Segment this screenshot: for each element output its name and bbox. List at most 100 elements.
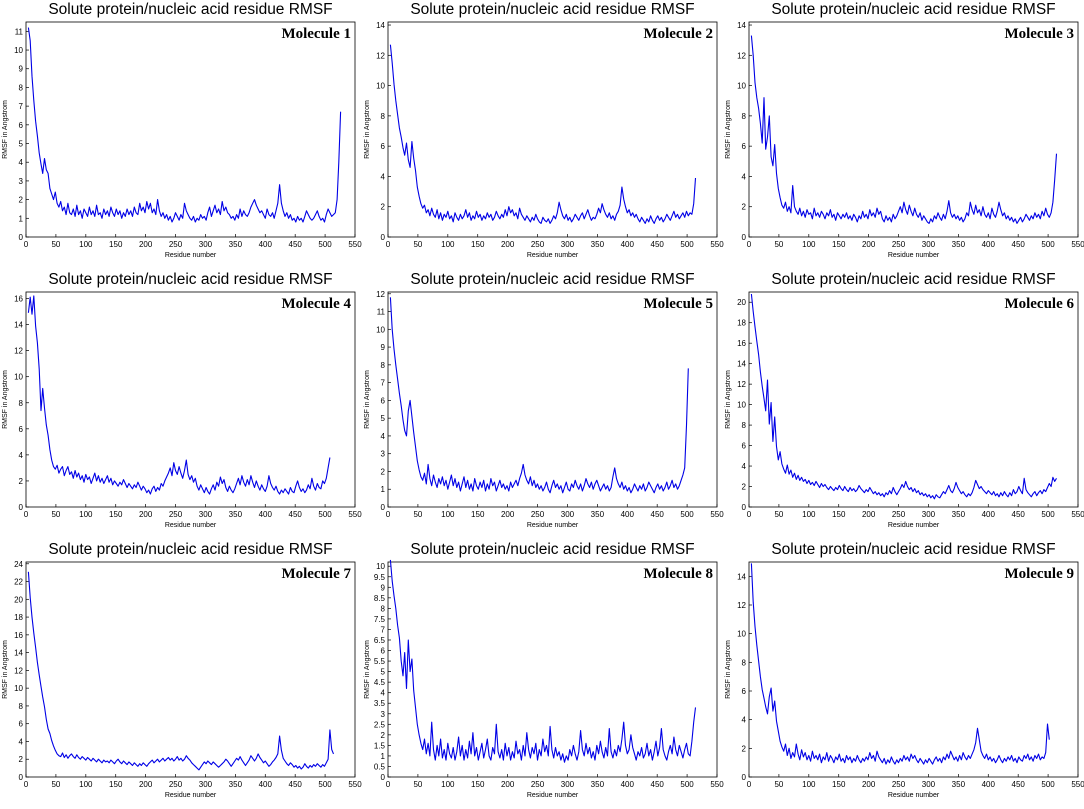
y-tick-label: 4 [742,172,747,181]
x-tick-label: 50 [774,240,783,249]
x-tick-label: 150 [832,510,846,519]
y-tick-label: 4 [742,716,747,725]
x-tick-label: 550 [1071,780,1084,789]
y-tick-label: 10 [376,562,385,571]
chart-title: Solute protein/nucleic acid residue RMSF [410,541,694,558]
y-tick-label: 6 [381,647,386,656]
x-tick-label: 0 [386,240,391,249]
plot-frame [25,291,356,508]
x-tick-label: 0 [386,510,391,519]
y-tick-label: 4 [19,451,24,460]
x-tick-label: 550 [1071,240,1084,249]
y-tick-label: 0 [742,233,747,242]
y-tick-label: 6 [742,142,747,151]
plot-frame [748,291,1079,508]
x-tick-label: 350 [591,240,605,249]
x-tick-label: 100 [802,780,816,789]
y-tick-label: 8 [381,112,386,121]
molecule-label: Molecule 6 [1004,296,1074,312]
x-tick-label: 250 [169,240,183,249]
x-tick-label: 350 [952,240,966,249]
x-tick-label: 0 [24,510,29,519]
x-tick-label: 150 [832,240,846,249]
y-tick-label: 1 [381,752,386,761]
x-tick-label: 450 [289,510,303,519]
x-tick-label: 200 [139,240,153,249]
x-tick-label: 50 [413,240,422,249]
y-tick-label: 1 [381,485,386,494]
chart-panel-9: Solute protein/nucleic acid residue RMSF… [723,540,1084,809]
y-tick-label: 2 [381,467,386,476]
x-tick-label: 500 [318,510,332,519]
x-tick-label: 250 [531,780,545,789]
y-tick-label: 0 [19,773,24,782]
y-tick-label: 5 [19,140,24,149]
y-tick-label: 12 [14,347,23,356]
chart-panel-3: Solute protein/nucleic acid residue RMSF… [723,0,1084,269]
x-tick-label: 550 [348,240,362,249]
y-tick-label: 0 [19,233,24,242]
x-tick-label: 50 [51,240,60,249]
y-tick-label: 16 [14,631,23,640]
y-tick-label: 0 [19,503,24,512]
x-tick-label: 50 [774,510,783,519]
y-tick-label: 22 [14,578,23,587]
y-tick-label: 14 [14,321,23,330]
x-tick-label: 550 [348,780,362,789]
y-tick-label: 8 [381,604,386,613]
chart-svg: Solute protein/nucleic acid residue RMSF… [725,1,1084,259]
y-tick-label: 2 [19,755,24,764]
y-tick-label: 16 [737,339,746,348]
x-tick-label: 250 [531,240,545,249]
y-tick-label: 9.5 [374,573,386,582]
x-tick-label: 250 [531,510,545,519]
x-tick-label: 100 [441,780,455,789]
y-tick-label: 10 [737,630,746,639]
y-tick-label: 8 [19,399,24,408]
x-tick-label: 450 [289,780,303,789]
y-tick-label: 2.5 [374,720,386,729]
y-axis-label: RMSF in Angstrom [364,640,371,699]
rmsf-series-line [389,559,697,763]
y-tick-label: 4 [19,737,24,746]
chart-panel-8: Solute protein/nucleic acid residue RMSF… [362,540,724,809]
y-tick-label: 0.5 [374,762,386,771]
x-tick-label: 500 [680,510,694,519]
chart-title: Solute protein/nucleic acid residue RMSF [771,271,1055,288]
x-tick-label: 300 [922,780,936,789]
y-tick-label: 4.5 [374,678,386,687]
y-tick-label: 1 [19,214,24,223]
y-tick-label: 14 [14,649,23,658]
x-tick-label: 200 [862,780,876,789]
chart-svg: Solute protein/nucleic acid residue RMSF… [364,271,724,529]
x-tick-label: 500 [1041,780,1055,789]
y-tick-label: 4 [381,689,386,698]
y-tick-label: 14 [737,21,746,30]
y-tick-label: 0 [742,773,747,782]
x-tick-label: 200 [139,510,153,519]
y-tick-label: 6 [742,442,747,451]
x-tick-label: 200 [139,780,153,789]
y-tick-label: 6 [381,142,386,151]
plot-frame [25,21,356,238]
y-tick-label: 12 [737,380,746,389]
chart-svg: Solute protein/nucleic acid residue RMSF… [364,541,724,799]
y-tick-label: 4 [742,462,747,471]
y-tick-label: 5 [381,668,386,677]
y-tick-label: 12 [737,601,746,610]
x-tick-label: 500 [680,780,694,789]
y-tick-label: 11 [15,27,24,36]
y-tick-label: 10 [737,401,746,410]
x-tick-label: 0 [386,780,391,789]
rmsf-series-line [750,35,1058,224]
x-tick-label: 550 [1071,510,1084,519]
y-tick-label: 8 [19,83,24,92]
chart-title: Solute protein/nucleic acid residue RMSF [771,1,1055,18]
y-tick-label: 6 [19,425,24,434]
x-axis-label: Residue number [165,522,217,529]
y-tick-label: 12 [376,51,385,60]
rmsf-series-line [389,44,697,224]
x-tick-label: 100 [802,240,816,249]
x-tick-label: 300 [199,510,213,519]
